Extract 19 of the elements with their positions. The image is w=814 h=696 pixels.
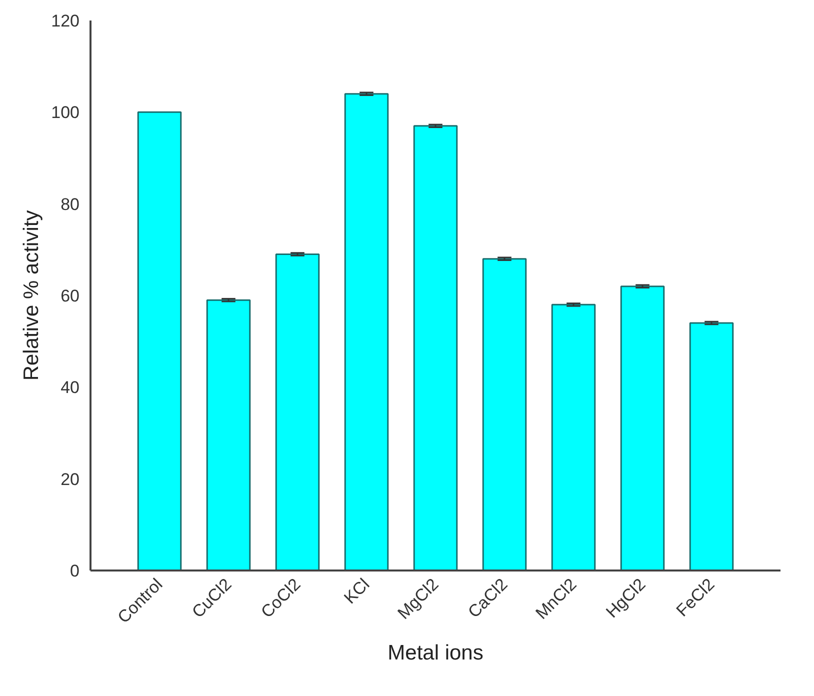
y-tick-label: 40 xyxy=(60,378,80,398)
bar xyxy=(137,111,182,570)
bar xyxy=(206,299,251,570)
y-tick-label: 0 xyxy=(70,562,80,580)
y-tick-label: 80 xyxy=(60,194,80,214)
bar xyxy=(344,93,389,570)
y-tick-label: 20 xyxy=(60,470,80,489)
y-tick-label: 120 xyxy=(51,12,80,30)
y-tick-label: 100 xyxy=(51,103,80,122)
y-tick-label: 60 xyxy=(60,286,80,306)
bar xyxy=(620,286,665,570)
y-axis-title: Relative % activity xyxy=(20,210,44,381)
x-tick-label: KCl xyxy=(340,574,374,608)
bar xyxy=(275,254,320,570)
bar xyxy=(689,322,734,570)
bar xyxy=(413,125,458,570)
x-axis-title: Metal ions xyxy=(388,642,484,665)
bar xyxy=(482,258,527,570)
bar xyxy=(551,304,596,570)
